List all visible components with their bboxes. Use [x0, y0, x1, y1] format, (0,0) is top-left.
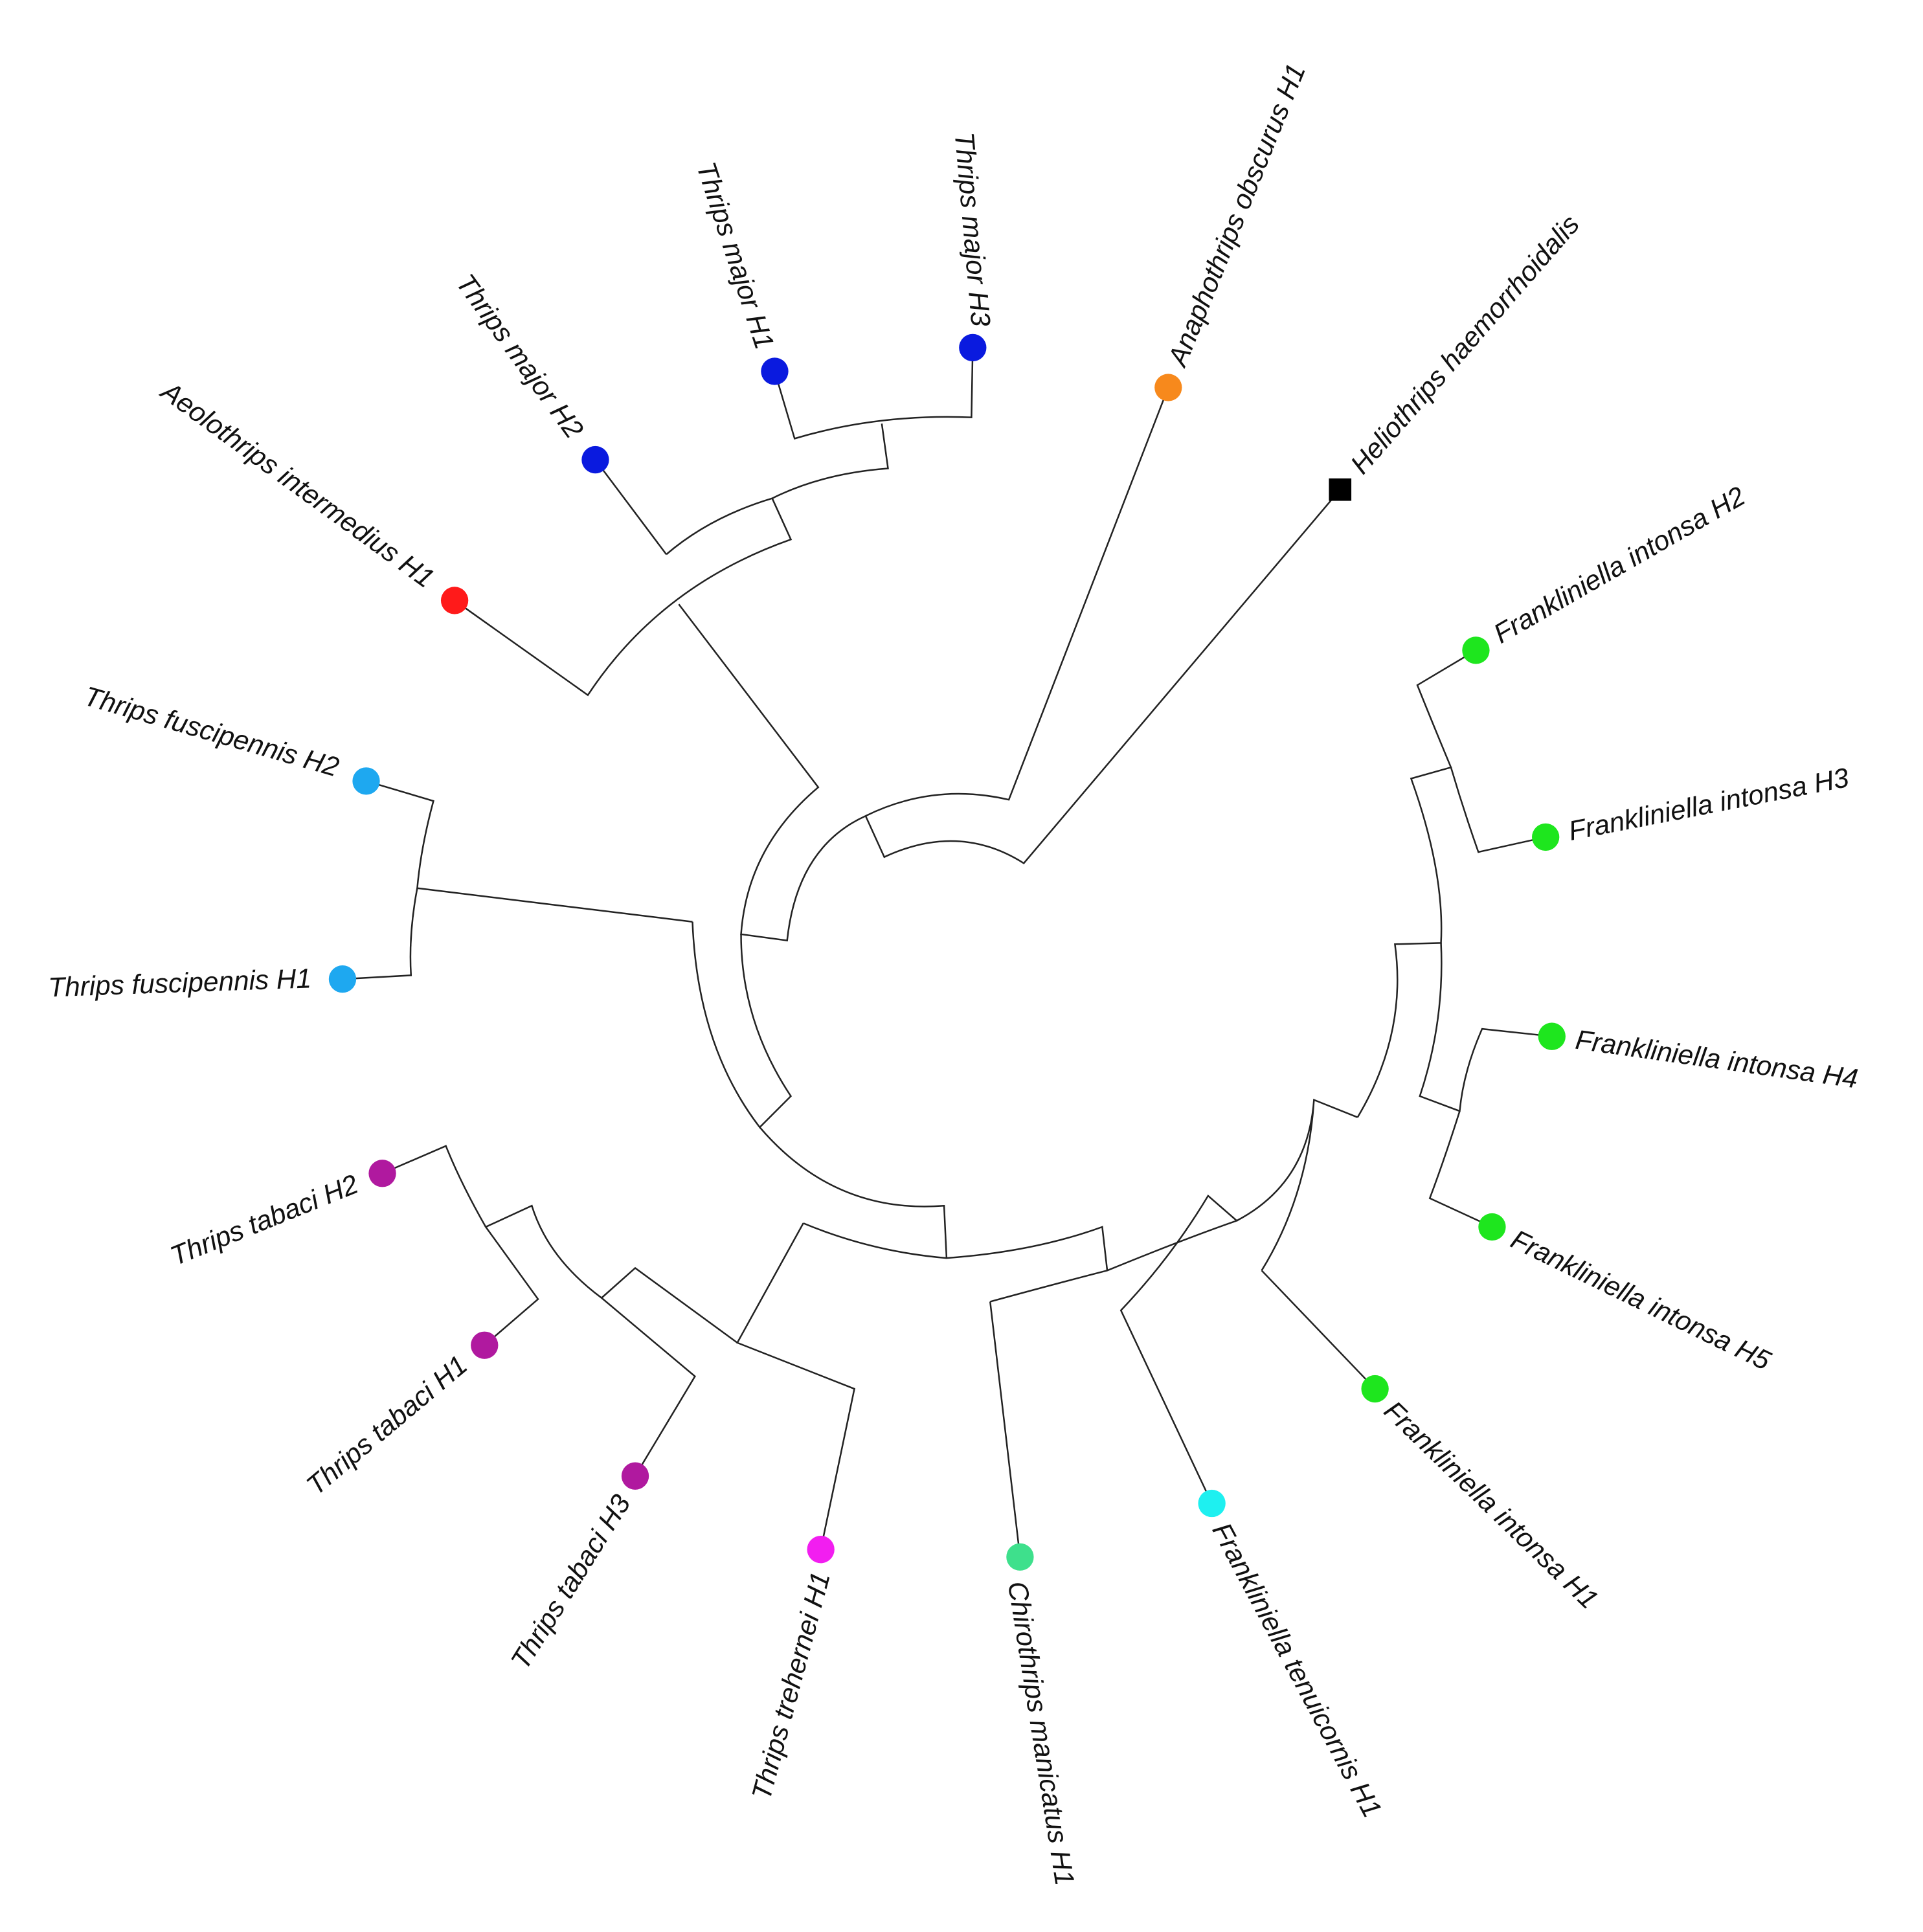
leaf-marker [621, 1462, 649, 1490]
leaf-label: Aeolothrips intermedius H1 [155, 375, 440, 594]
leaf-marker [807, 1536, 835, 1564]
leaf-marker [471, 1331, 499, 1359]
leaf-label: Anaphothrips obscurus H1 [1162, 60, 1311, 372]
leaf-marker [1361, 1375, 1389, 1403]
leaf-label: Frankliniella intonsa H2 [1489, 480, 1750, 649]
leaf-label: Thrips tabaci H3 [505, 1489, 636, 1674]
leaf-label: Thrips major H2 [451, 268, 590, 444]
leaf-marker [1006, 1543, 1034, 1571]
leaf-label: Frankliniella intonsa H1 [1378, 1395, 1604, 1615]
leaf-label: Thrips fuscipennis H1 [48, 963, 312, 1002]
leaf-marker [1538, 1022, 1566, 1050]
leaf-label: Thrips major H3 [949, 131, 996, 328]
leaf-label: Frankliniella intonsa H5 [1506, 1224, 1775, 1376]
leaf-label: Thrips major H1 [691, 158, 780, 353]
leaf-marker [1531, 823, 1560, 851]
leaf-marker [959, 333, 987, 362]
leaf-marker [1462, 636, 1490, 664]
leaf-label: Frankliniella intonsa H3 [1566, 762, 1852, 846]
leaf-marker [761, 357, 789, 385]
branches [342, 347, 1552, 1557]
leaf-label: Frankliniella tenuicornis H1 [1206, 1518, 1388, 1822]
leaf-marker [1478, 1213, 1506, 1241]
leaf-marker [1198, 1489, 1226, 1518]
leaf-marker [440, 587, 469, 614]
leaf-marker [368, 1160, 396, 1187]
leaf-label: Thrips tabaci H2 [166, 1169, 362, 1272]
leaf-label: Thrips fuscipennis H2 [81, 680, 343, 782]
leaf-marker [328, 965, 357, 993]
leaf-label: Frankliniella intonsa H4 [1574, 1024, 1860, 1094]
leaf-marker [1154, 374, 1182, 401]
leaf-label: Chirothrips manicatus H1 [1002, 1579, 1081, 1887]
leaf-label: Thrips trehernei H1 [746, 1569, 836, 1803]
leaf-label: Heliothrips haemorrhoidalis [1344, 209, 1585, 480]
leaf-label: Thrips tabaci H1 [300, 1349, 473, 1501]
leaf-marker [581, 445, 609, 474]
leaf-marker [1329, 478, 1352, 501]
leaf-marker [352, 767, 380, 795]
